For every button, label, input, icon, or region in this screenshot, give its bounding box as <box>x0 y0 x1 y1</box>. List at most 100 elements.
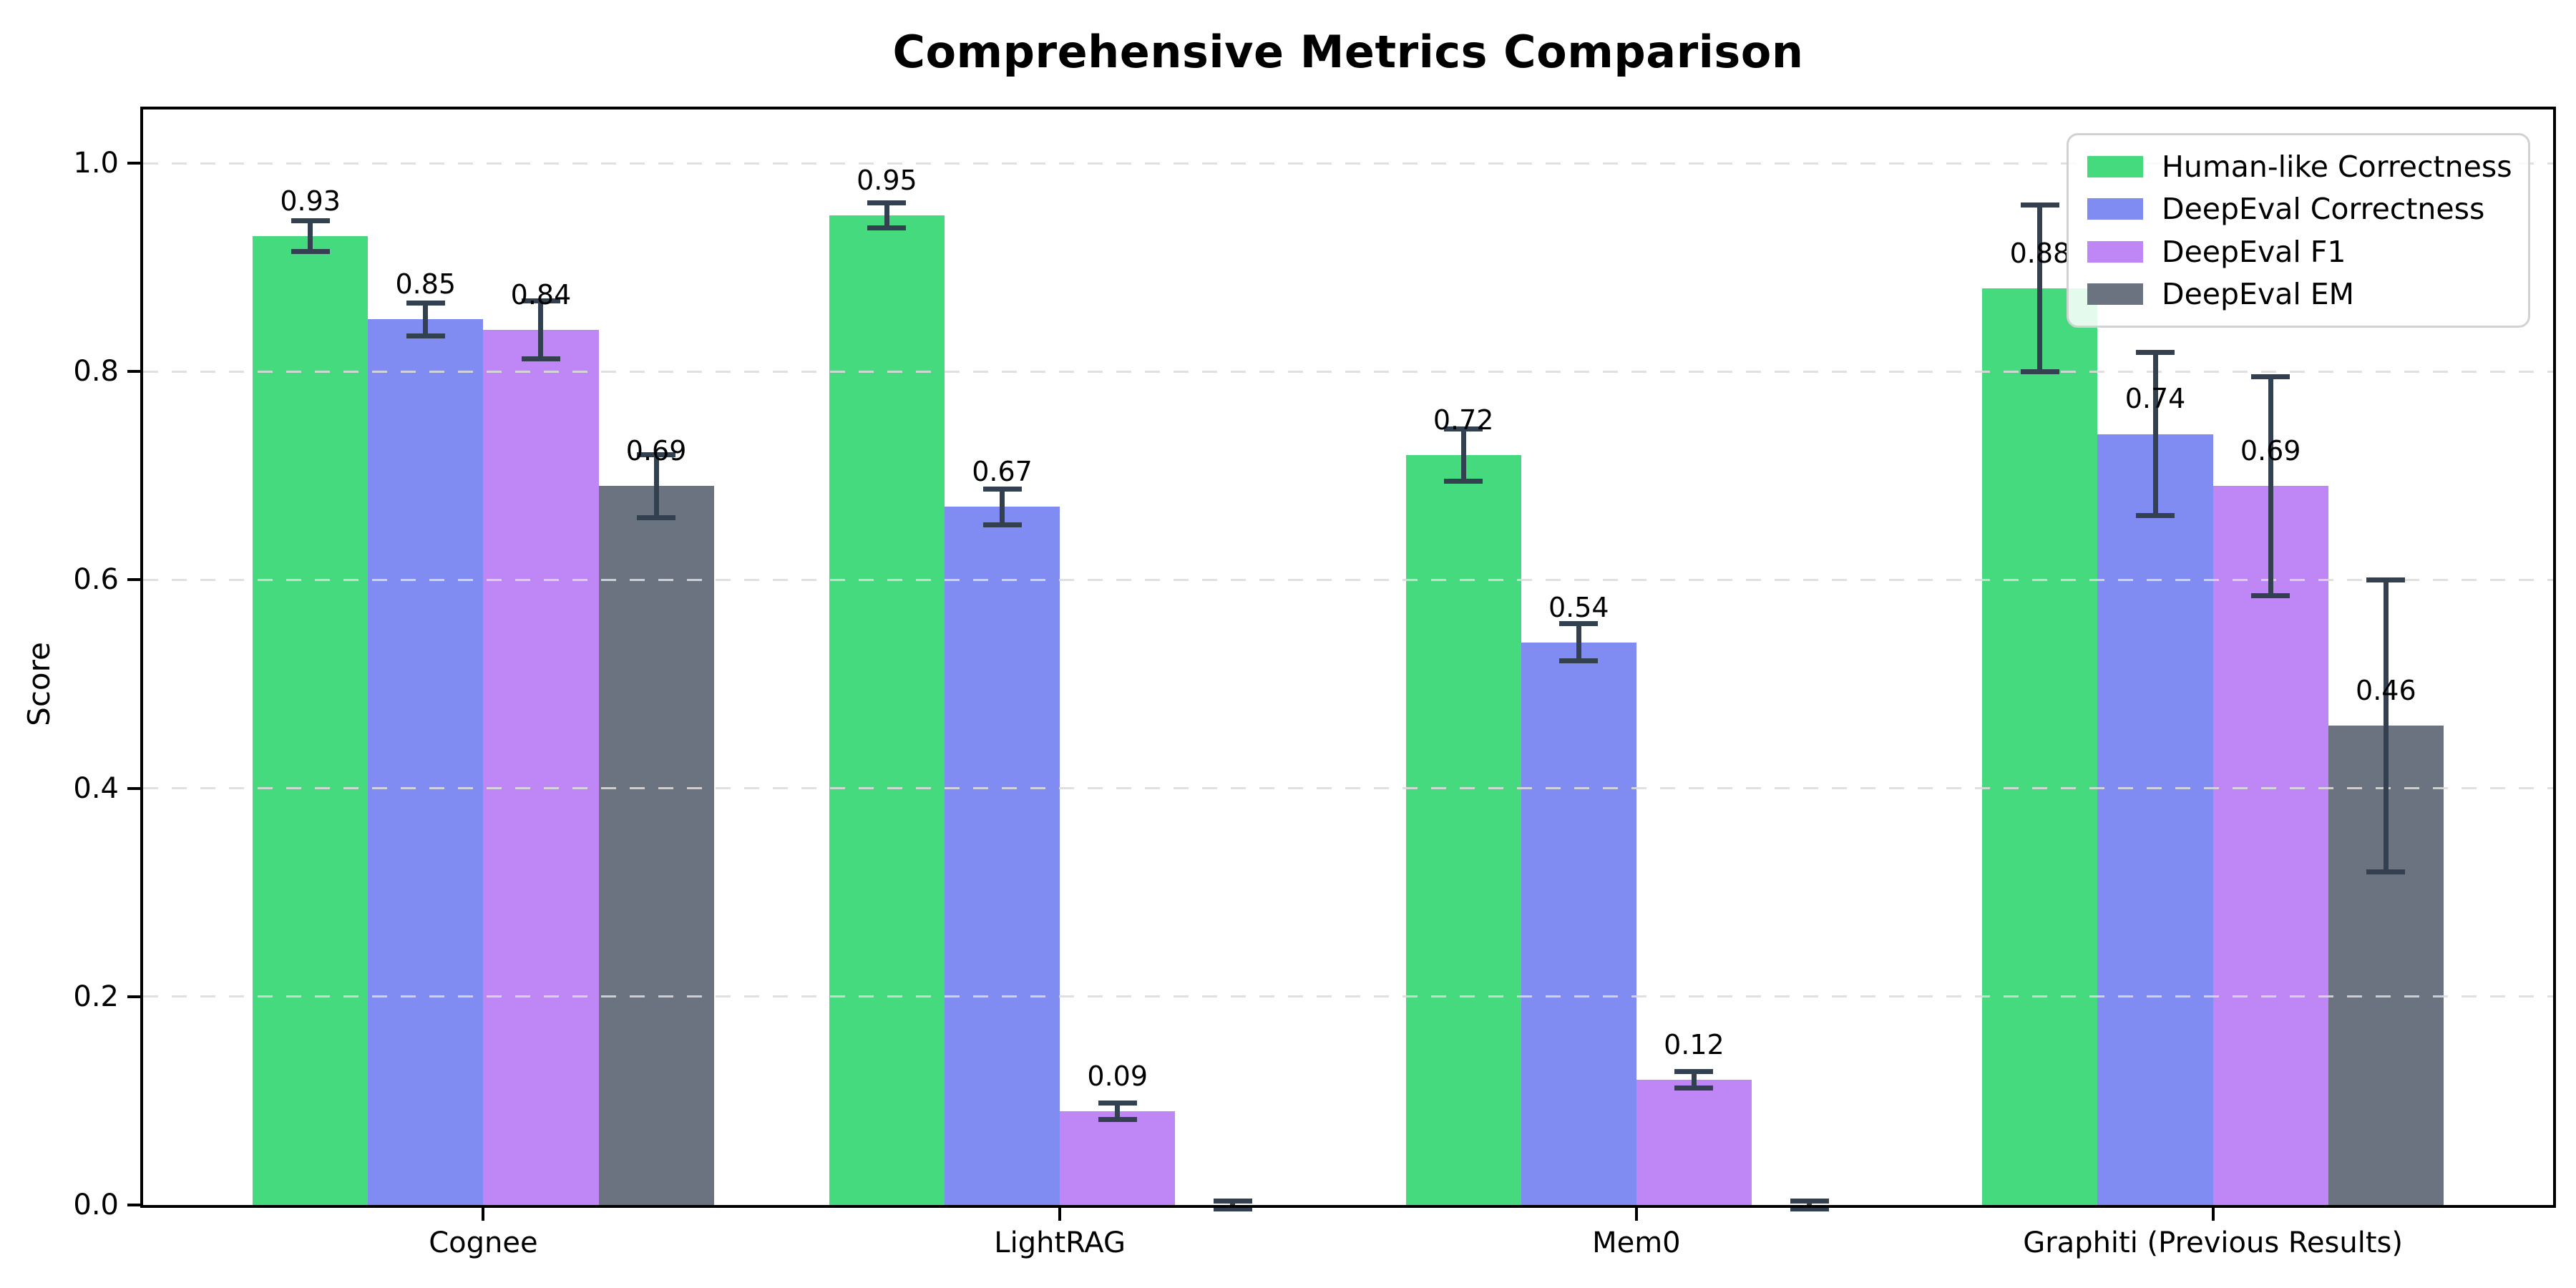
bar-value-label: 0.74 <box>2124 383 2186 415</box>
bar <box>944 507 1060 1205</box>
error-bar-cap <box>1674 1069 1714 1075</box>
error-bar <box>1460 429 1466 482</box>
legend-item: DeepEval EM <box>2087 277 2509 311</box>
bar <box>598 486 714 1205</box>
y-tick-mark <box>127 162 143 165</box>
bar <box>253 235 369 1205</box>
bar <box>2097 434 2213 1205</box>
bar-value-label: 0.67 <box>972 456 1033 488</box>
legend-label: DeepEval EM <box>2162 277 2355 312</box>
error-bar-cap <box>406 300 445 306</box>
error-bar <box>653 454 659 518</box>
legend-swatch <box>2087 198 2143 220</box>
error-bar <box>1691 1071 1697 1088</box>
bar <box>1405 454 1521 1205</box>
gridline <box>143 162 2553 165</box>
gridline <box>143 370 2553 373</box>
error-bar-cap <box>2366 577 2406 582</box>
bar-value-label: 0.84 <box>510 278 572 311</box>
error-bar-cap <box>2366 869 2406 874</box>
error-bar <box>1807 1201 1813 1209</box>
bar-value-label: 0.85 <box>395 268 457 301</box>
bar <box>2212 486 2328 1205</box>
chart-title: Comprehensive Metrics Comparison <box>892 26 1804 78</box>
y-axis-label: Score <box>21 642 57 726</box>
x-tick-mark <box>2211 1205 2215 1221</box>
error-bar-cap <box>2136 512 2175 518</box>
error-bar-cap <box>867 225 907 230</box>
error-bar-cap <box>1790 1198 1829 1204</box>
error-bar <box>2268 376 2273 596</box>
error-bar-cap <box>2251 374 2290 379</box>
error-bar <box>308 220 313 252</box>
error-bar-cap <box>2020 202 2059 208</box>
y-tick-label: 0.4 <box>73 771 119 805</box>
y-tick-mark <box>127 578 143 582</box>
error-bar-cap <box>867 200 907 205</box>
bar <box>483 329 599 1205</box>
legend-swatch <box>2087 155 2143 177</box>
x-tick-label: Mem0 <box>1592 1226 1681 1259</box>
error-bar-cap <box>1213 1198 1252 1204</box>
error-bar-cap <box>1444 426 1483 431</box>
bar <box>368 319 484 1205</box>
axis-spine-bottom <box>140 1205 2556 1208</box>
bar-value-label: 0.88 <box>2009 237 2071 269</box>
error-bar <box>2152 352 2158 516</box>
error-bar-cap <box>291 218 330 223</box>
error-bar-cap <box>521 298 560 303</box>
error-bar-cap <box>1098 1100 1137 1106</box>
y-tick-label: 1.0 <box>73 147 119 180</box>
legend-label: DeepEval Correctness <box>2162 192 2485 227</box>
error-bar-cap <box>982 487 1022 492</box>
error-bar-cap <box>1790 1206 1829 1212</box>
error-bar-cap <box>1098 1117 1137 1123</box>
legend-swatch <box>2087 283 2143 306</box>
y-tick-mark <box>127 786 143 790</box>
legend-label: DeepEval F1 <box>2162 234 2346 269</box>
bar <box>1982 288 2098 1205</box>
x-tick-mark <box>1058 1205 1062 1221</box>
gridline <box>143 787 2553 790</box>
legend-item: DeepEval F1 <box>2087 235 2509 269</box>
bar <box>1521 642 1636 1205</box>
error-bar <box>1115 1103 1121 1120</box>
y-tick-mark <box>127 995 143 998</box>
error-bar-cap <box>637 452 676 458</box>
error-bar <box>2383 580 2389 872</box>
error-bar-cap <box>637 514 676 520</box>
bar-value-label: 0.46 <box>2356 675 2416 707</box>
y-tick-mark <box>127 1204 143 1206</box>
bar-value-label: 0.72 <box>1433 404 1494 436</box>
y-tick-mark <box>127 370 143 374</box>
legend-label: Human-like Correctness <box>2162 149 2512 184</box>
y-tick-label: 0.0 <box>73 1189 119 1221</box>
error-bar <box>1576 623 1581 661</box>
error-bar-cap <box>2136 350 2175 356</box>
gridline <box>143 995 2553 998</box>
bar-value-label: 0.09 <box>1087 1060 1148 1092</box>
bar <box>1636 1080 1752 1205</box>
bar-value-label: 0.69 <box>2240 435 2301 467</box>
bar <box>829 215 945 1205</box>
x-tick-mark <box>1634 1205 1638 1221</box>
error-bar-cap <box>2251 592 2290 598</box>
bar <box>1060 1111 1176 1205</box>
error-bar-cap <box>1559 621 1599 627</box>
bar-value-label: 0.69 <box>625 435 687 467</box>
error-bar-cap <box>982 522 1022 527</box>
legend-item: Human-like Correctness <box>2087 149 2512 184</box>
x-tick-label: LightRAG <box>994 1226 1126 1259</box>
y-tick-label: 0.6 <box>73 563 119 597</box>
axis-spine-top <box>140 107 2556 109</box>
bar-value-label: 0.95 <box>857 164 917 196</box>
bar-value-label: 0.54 <box>1548 591 1609 623</box>
bar-value-label: 0.93 <box>280 185 341 217</box>
y-tick-label: 0.2 <box>73 980 119 1013</box>
bar-value-label: 0.12 <box>1664 1029 1724 1061</box>
error-bar <box>884 203 889 228</box>
error-bar-cap <box>1444 478 1483 484</box>
legend: Human-like Correctness DeepEval Correctne… <box>2067 133 2530 328</box>
error-bar <box>1230 1201 1236 1209</box>
